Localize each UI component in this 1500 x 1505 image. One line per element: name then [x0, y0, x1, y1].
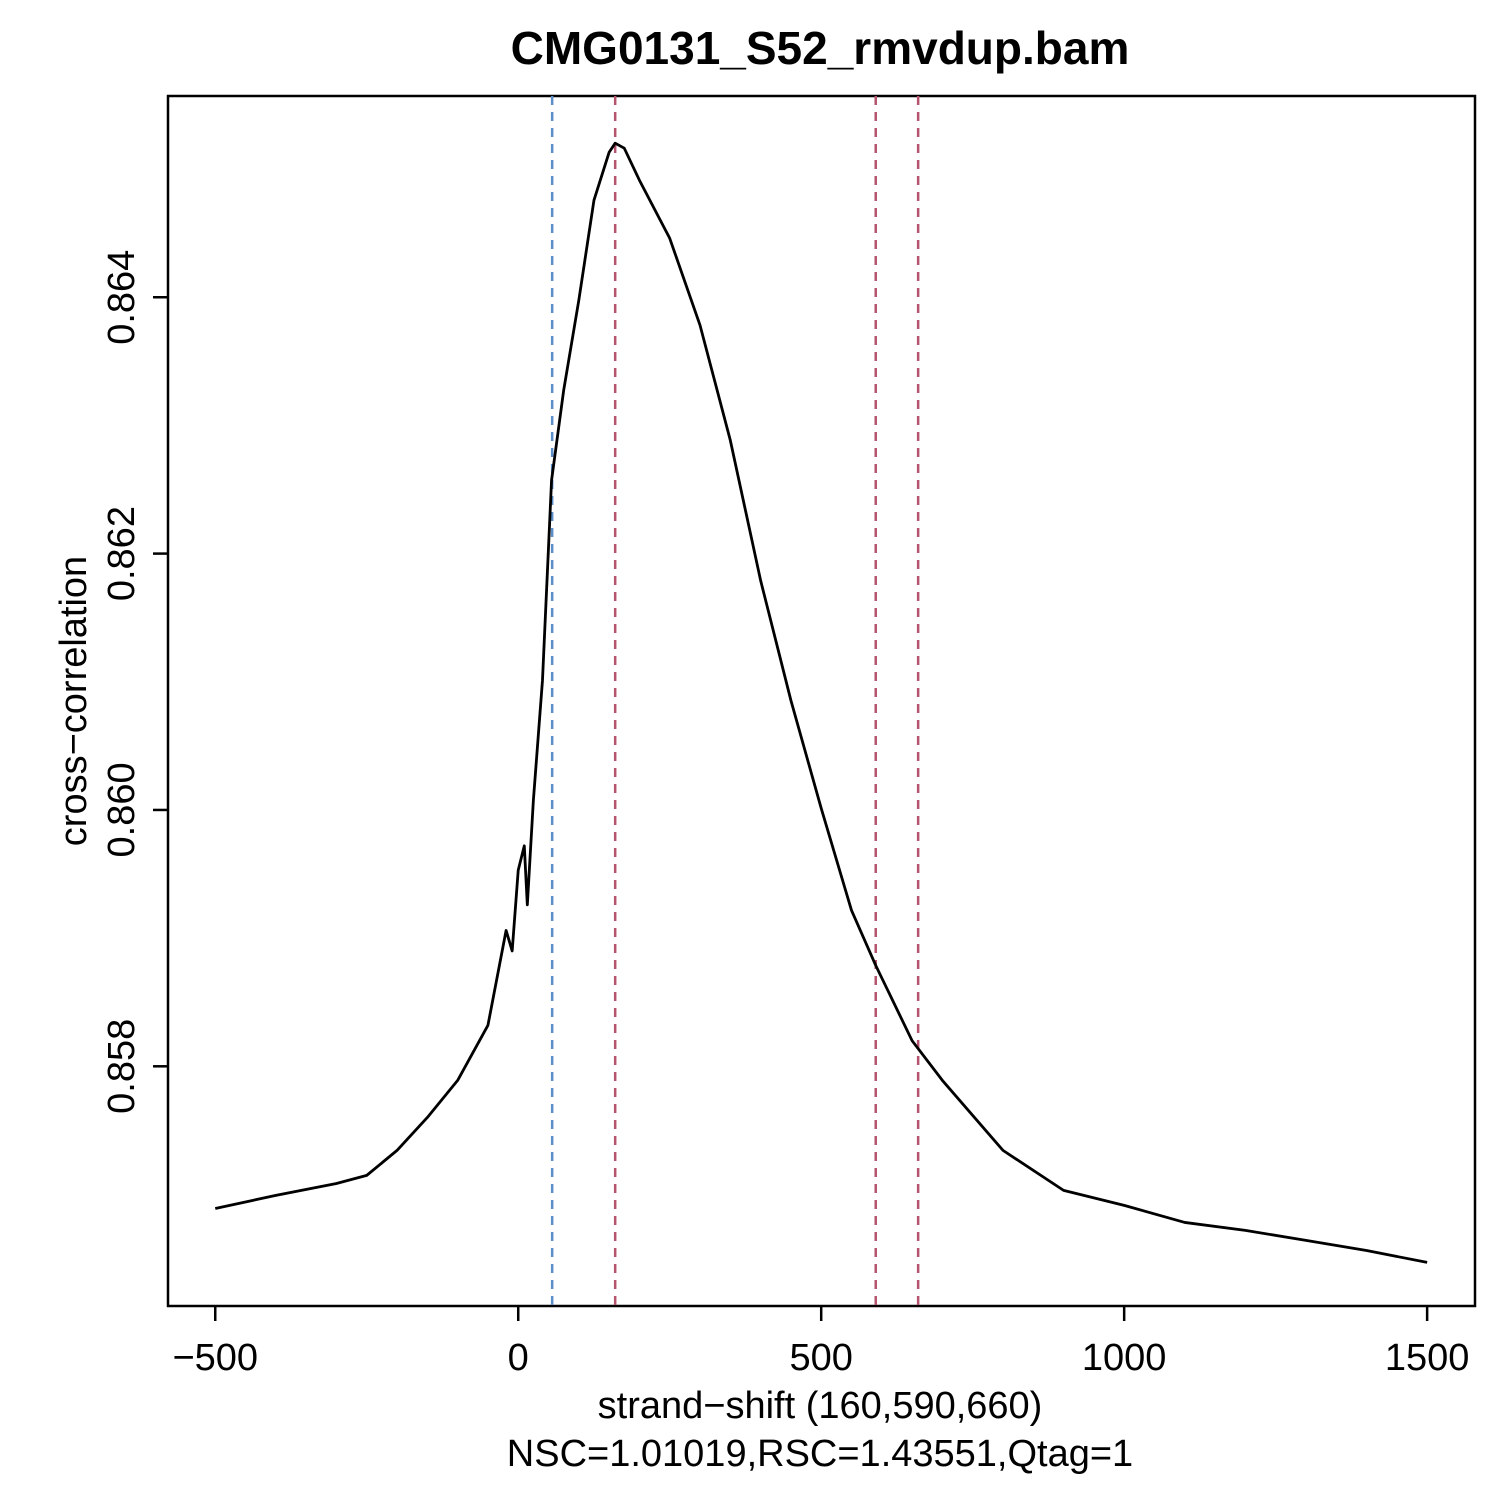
x-tick-label: 500 — [789, 1337, 852, 1379]
x-axis-subtitle: NSC=1.01019,RSC=1.43551,Qtag=1 — [507, 1433, 1133, 1475]
x-tick-label: 1000 — [1082, 1337, 1167, 1379]
y-tick-label: 0.860 — [101, 762, 143, 857]
x-axis-label: strand−shift (160,590,660) — [598, 1385, 1043, 1427]
y-tick-label: 0.864 — [101, 250, 143, 345]
y-axis-label: cross−correlation — [53, 556, 95, 846]
y-tick-label: 0.862 — [101, 506, 143, 601]
y-tick-label: 0.858 — [101, 1019, 143, 1114]
x-tick-label: 1500 — [1385, 1337, 1470, 1379]
chart-title: CMG0131_S52_rmvdup.bam — [511, 22, 1130, 74]
x-tick-label: −500 — [172, 1337, 258, 1379]
plot-frame — [166, 94, 1477, 1308]
x-tick-label: 0 — [508, 1337, 529, 1379]
series-line — [214, 141, 1428, 1264]
